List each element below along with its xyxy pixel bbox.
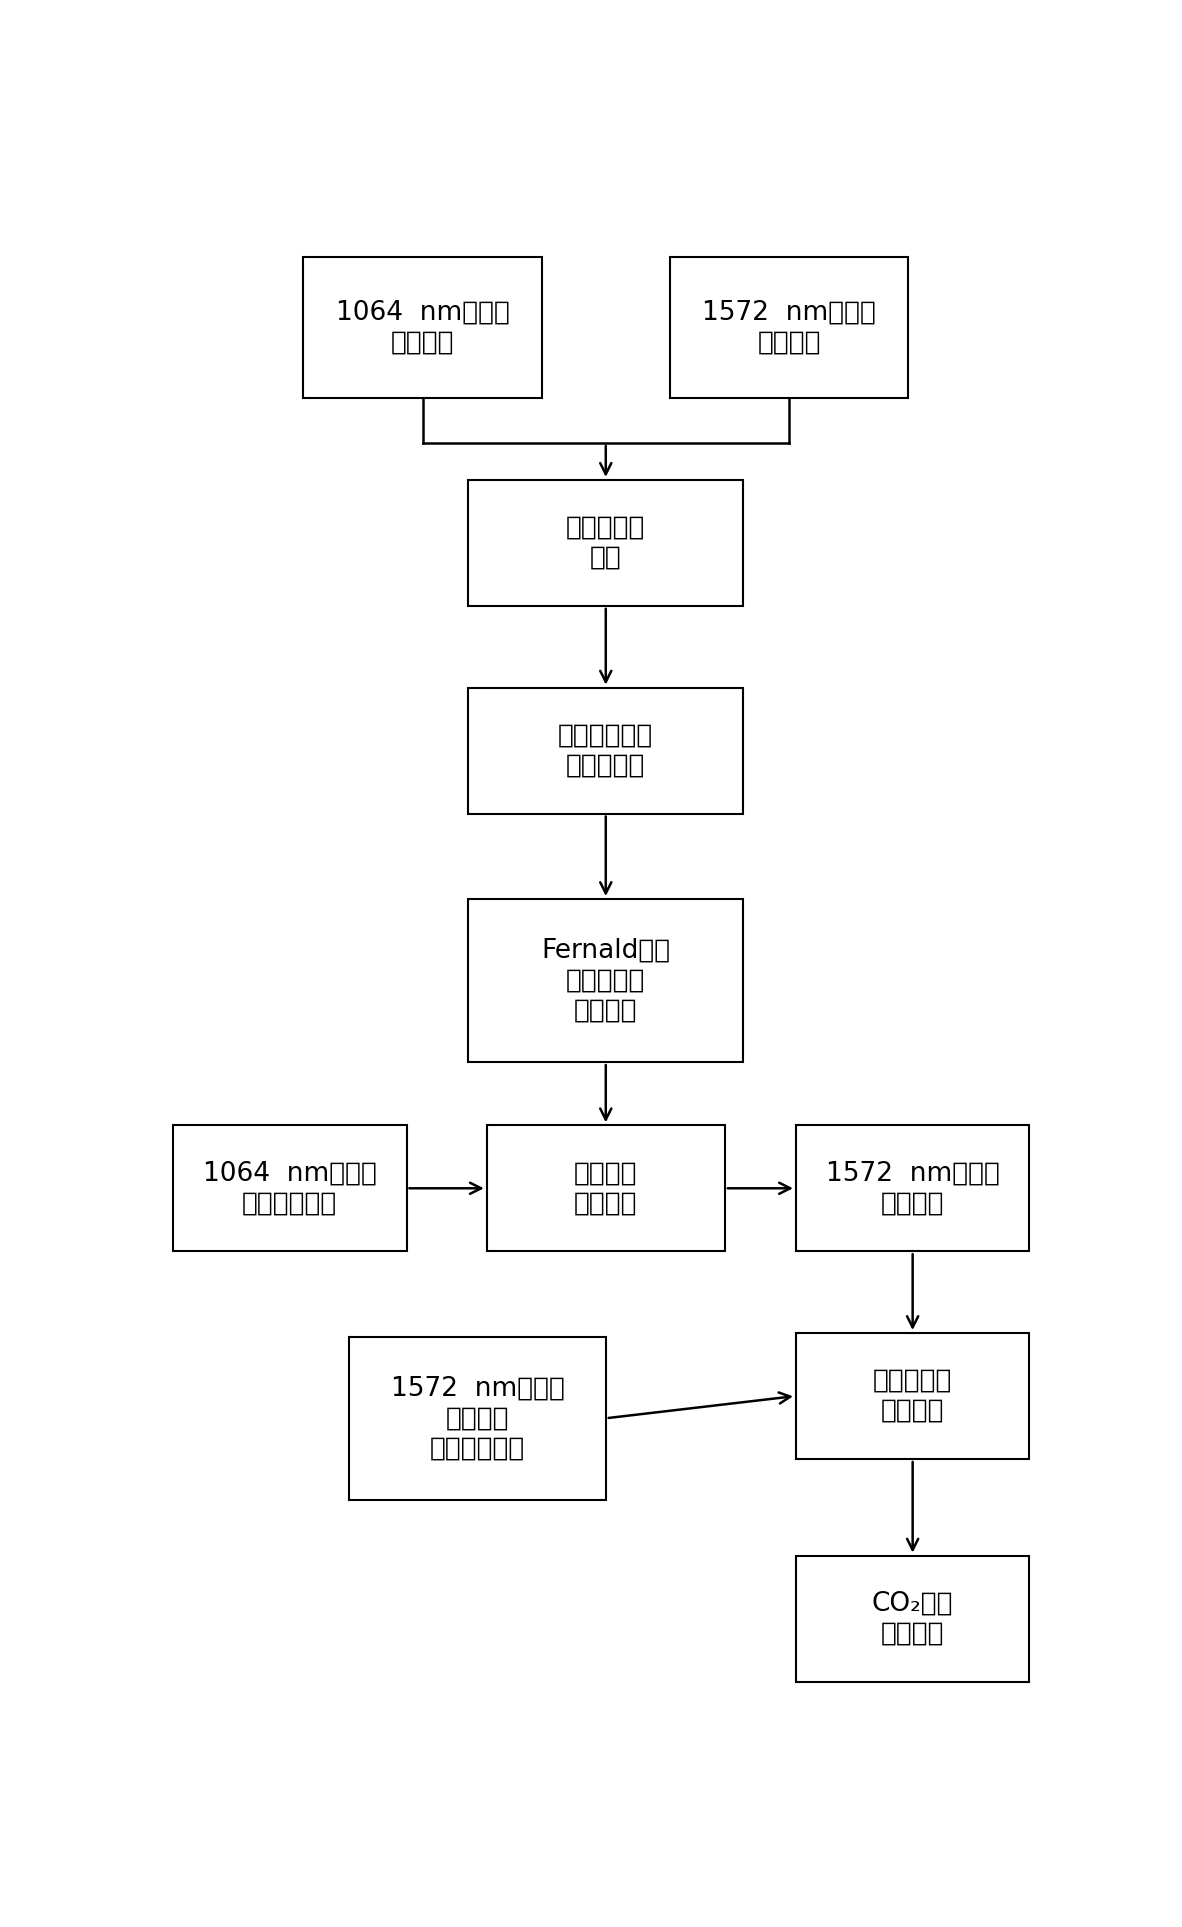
Text: 激光雷达信号
相关性计算: 激光雷达信号 相关性计算 [558,723,654,779]
Bar [468,898,743,1062]
Bar [795,1555,1030,1682]
Bar [468,480,743,605]
Text: Fernald算法
计算气溶胶
消光系数: Fernald算法 计算气溶胶 消光系数 [541,938,670,1023]
Text: 计算线性
经验方程: 计算线性 经验方程 [574,1160,637,1216]
Bar [795,1333,1030,1459]
Bar [468,688,743,813]
Text: 1064  nm米散射
激光雷达观测: 1064 nm米散射 激光雷达观测 [203,1160,377,1216]
Bar [795,1125,1030,1251]
Bar [670,256,908,399]
Bar [173,1125,407,1251]
Text: 1572  nm气溶胶
消光系数: 1572 nm气溶胶 消光系数 [826,1160,1000,1216]
Text: 1064  nm米散射
激光雷达: 1064 nm米散射 激光雷达 [336,301,509,356]
Bar [349,1337,605,1499]
Text: CO₂浓度
计算结果: CO₂浓度 计算结果 [872,1590,954,1646]
Text: 1572  nm双波长
差分吸收
激光雷达观测: 1572 nm双波长 差分吸收 激光雷达观测 [390,1376,565,1461]
Text: 气溶胶扰动
纠正方程: 气溶胶扰动 纠正方程 [873,1368,953,1424]
Bar [487,1125,725,1251]
Bar [304,256,541,399]
Text: 同时、同地
观测: 同时、同地 观测 [566,515,645,570]
Text: 1572  nm单波长
激光雷达: 1572 nm单波长 激光雷达 [702,301,876,356]
